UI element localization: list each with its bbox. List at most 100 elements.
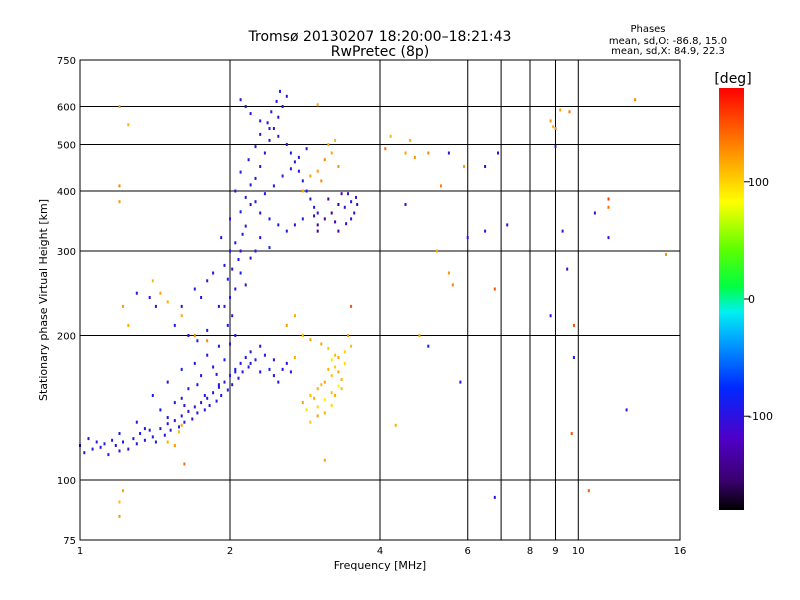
data-point-x xyxy=(316,405,319,409)
data-point-o xyxy=(323,217,326,221)
data-point-o xyxy=(484,165,487,168)
data-point-o xyxy=(493,495,496,499)
data-point-o xyxy=(293,160,296,164)
data-point-o xyxy=(215,399,218,403)
data-point-x xyxy=(334,353,337,357)
data-point-o xyxy=(169,428,172,432)
data-point-o xyxy=(91,447,94,451)
data-point-x xyxy=(427,151,430,155)
data-point-o xyxy=(193,287,196,291)
data-point-o xyxy=(289,370,292,374)
data-point-o xyxy=(239,249,242,253)
data-point-o xyxy=(340,192,343,196)
data-point-x xyxy=(634,98,637,102)
data-point-o xyxy=(249,350,252,354)
colorbar-tick-label: 0 xyxy=(748,293,755,306)
data-point-x xyxy=(384,147,387,151)
data-point-o xyxy=(249,183,252,187)
data-point-o xyxy=(212,391,215,395)
data-point-o xyxy=(229,296,231,299)
data-point-o xyxy=(196,383,199,387)
data-point-o xyxy=(254,358,257,362)
data-point-o xyxy=(249,203,252,206)
data-point-o xyxy=(268,367,271,371)
data-point-o xyxy=(355,195,357,199)
data-point-o xyxy=(234,367,237,371)
data-point-o xyxy=(350,217,353,221)
y-tick-label: 750 xyxy=(57,56,76,67)
data-point-x xyxy=(305,408,308,412)
data-point-x xyxy=(309,338,312,342)
data-point-o xyxy=(203,394,206,397)
data-point-x xyxy=(330,404,333,407)
colorbar-gradient xyxy=(719,88,744,510)
data-point-o xyxy=(118,449,121,453)
data-point-o xyxy=(187,409,190,413)
data-point-o xyxy=(289,167,292,171)
gridlines xyxy=(80,60,680,540)
data-point-o xyxy=(350,200,353,204)
y-tick-label: 75 xyxy=(63,536,76,547)
data-point-x xyxy=(309,394,312,397)
data-point-x xyxy=(320,383,323,387)
data-point-x xyxy=(347,334,349,337)
data-point-o xyxy=(244,224,247,228)
data-point-o xyxy=(277,380,280,384)
data-point-o xyxy=(285,143,288,146)
colorbar-ticks: -100 0 100 xyxy=(744,176,773,423)
data-point-x xyxy=(293,356,296,359)
data-point-x xyxy=(568,110,571,114)
data-point-o xyxy=(173,419,176,423)
data-point-x xyxy=(323,411,326,415)
data-point-o xyxy=(114,444,117,447)
data-point-o xyxy=(272,127,275,130)
data-point-x xyxy=(301,401,304,405)
data-point-o xyxy=(272,374,275,378)
data-point-o xyxy=(316,211,319,215)
x-axis-ticks: 1 2 4 6 8 9 10 16 xyxy=(77,546,687,557)
x-tick-label: 2 xyxy=(227,546,233,557)
data-point-o xyxy=(353,211,356,215)
data-point-o xyxy=(166,416,169,419)
data-point-x xyxy=(151,279,154,283)
data-point-o xyxy=(148,428,151,432)
data-point-o xyxy=(254,249,257,253)
data-point-o xyxy=(217,344,220,348)
data-point-x xyxy=(334,365,337,369)
data-point-x xyxy=(323,380,326,384)
data-point-o xyxy=(200,296,203,299)
y-tick-label: 300 xyxy=(57,247,76,258)
data-point-o xyxy=(301,179,304,183)
data-point-x xyxy=(309,174,312,178)
data-point-o xyxy=(279,89,281,93)
data-point-o xyxy=(103,442,106,446)
data-point-x xyxy=(316,103,319,107)
data-point-o xyxy=(268,217,271,221)
data-point-o xyxy=(107,453,110,457)
data-point-x xyxy=(122,304,124,308)
data-point-o xyxy=(212,365,215,369)
data-point-x xyxy=(404,151,407,155)
data-point-o xyxy=(231,314,234,318)
data-point-x xyxy=(301,189,304,193)
data-point-o xyxy=(572,356,575,359)
colorbar-label: [deg] xyxy=(714,71,751,87)
data-point-x xyxy=(301,334,304,337)
x-tick-label: 6 xyxy=(465,546,471,557)
data-point-o xyxy=(263,353,266,357)
data-point-x xyxy=(330,391,333,395)
data-point-o xyxy=(593,211,596,215)
x-axis-label: Frequency [MHz] xyxy=(334,559,426,572)
data-point-o xyxy=(263,192,266,196)
data-point-x xyxy=(340,387,343,391)
data-point-o xyxy=(208,404,211,407)
data-point-o xyxy=(272,358,275,362)
data-point-x xyxy=(587,489,590,493)
data-point-x xyxy=(350,304,353,308)
data-point-x xyxy=(316,169,319,173)
data-point-o xyxy=(87,437,90,441)
data-point-o xyxy=(313,214,316,218)
data-point-o xyxy=(132,437,135,441)
data-point-o xyxy=(180,304,183,308)
data-point-x xyxy=(166,300,169,304)
